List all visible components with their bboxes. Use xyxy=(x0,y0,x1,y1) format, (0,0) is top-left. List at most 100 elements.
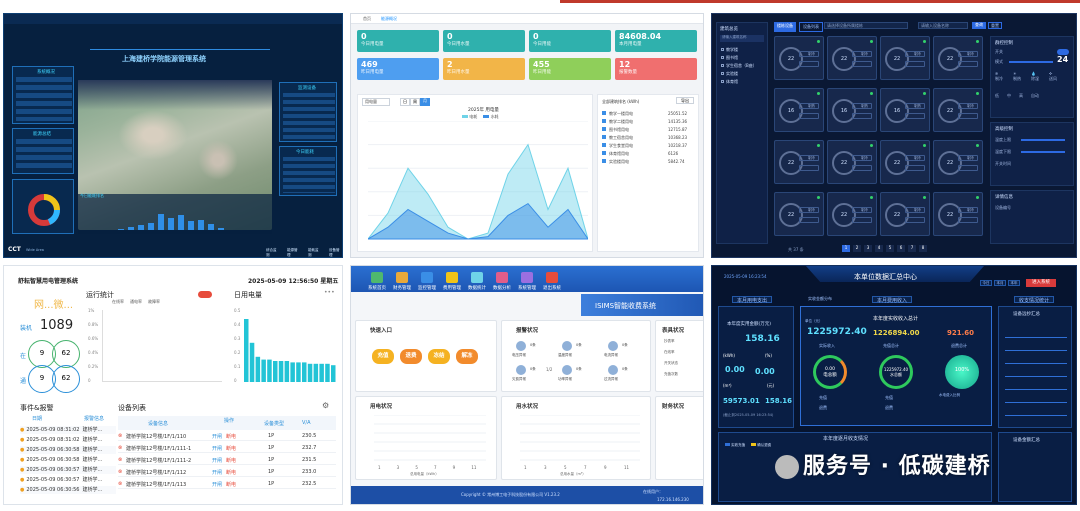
page-button[interactable]: 3 xyxy=(864,245,872,252)
p2-export-button[interactable]: 导出 xyxy=(676,97,694,104)
nav-icon[interactable] xyxy=(546,272,558,283)
nav-icon[interactable] xyxy=(471,272,483,283)
nav-icon[interactable] xyxy=(371,272,383,283)
enter-system-button[interactable]: 进入系统 xyxy=(1026,279,1056,287)
power-chip[interactable] xyxy=(958,217,978,223)
tree-checkbox[interactable] xyxy=(721,72,724,75)
p6-tab-month[interactable]: 本月 xyxy=(994,280,1006,286)
nav-label[interactable]: 费用管理 xyxy=(443,286,461,291)
open-action[interactable]: 开闸 xyxy=(212,434,223,440)
p3-device-input[interactable]: 请输入设备名称 xyxy=(918,22,968,29)
device-card[interactable]: 22 制冷 xyxy=(880,36,930,80)
p2-toggle-day[interactable]: 日 xyxy=(400,98,410,106)
device-card[interactable]: 22 制冷 xyxy=(880,192,930,236)
fan-icon[interactable]: ✣ 送风 xyxy=(1049,71,1057,81)
p3-wind-mid[interactable]: 中 xyxy=(1007,93,1011,98)
event-row[interactable]: ● 2025-05-09 06:30:57 建桥学... xyxy=(20,476,116,484)
power-chip[interactable] xyxy=(852,113,872,119)
page-button[interactable]: 4 xyxy=(875,245,883,252)
p3-adv-upper-slider[interactable] xyxy=(1021,139,1065,141)
event-row[interactable]: ● 2025-05-09 06:30:57 建桥学... xyxy=(20,466,116,474)
tree-checkbox[interactable] xyxy=(721,64,724,67)
tree-item[interactable]: 教学楼 xyxy=(721,47,738,53)
snow-icon[interactable]: ❄ 制冷 xyxy=(995,71,1003,81)
power-chip[interactable] xyxy=(905,61,925,67)
recharge-button[interactable]: 充值 xyxy=(372,349,394,364)
device-card[interactable]: 22 制冷 xyxy=(880,140,930,184)
open-action[interactable]: 开闸 xyxy=(212,470,223,476)
power-chip[interactable] xyxy=(799,165,819,171)
device-card[interactable]: 22 制冷 xyxy=(827,140,877,184)
more-icon[interactable]: ••• xyxy=(324,289,335,296)
cut-action[interactable]: 断电 xyxy=(226,434,237,440)
page-button[interactable]: 5 xyxy=(886,245,894,252)
drop-icon[interactable]: 💧 除湿 xyxy=(1031,71,1039,81)
device-card[interactable]: 16 制热 xyxy=(880,88,930,132)
unfreeze-button[interactable]: 解冻 xyxy=(456,349,478,364)
p6-btn-fee-income[interactable]: 本月费用收入 xyxy=(872,296,912,304)
nav-label[interactable]: 监控管理 xyxy=(418,286,436,291)
p1-link[interactable]: 能源管理 xyxy=(287,248,298,257)
p2-tab[interactable]: 能源概况 xyxy=(381,16,397,21)
event-row[interactable]: ● 2025-05-09 06:30:58 建桥学... xyxy=(20,456,116,464)
power-chip[interactable] xyxy=(799,113,819,119)
p6-tab-today[interactable]: 今日 xyxy=(980,280,992,286)
nav-icon[interactable] xyxy=(496,272,508,283)
device-card[interactable]: 22 制冷 xyxy=(933,36,983,80)
p2-select[interactable]: 用电量 xyxy=(362,98,390,106)
p3-wind-low[interactable]: 低 xyxy=(995,93,999,98)
p2-toggle-week[interactable]: 周 xyxy=(410,98,420,106)
power-chip[interactable] xyxy=(852,61,872,67)
device-card[interactable]: 22 制冷 xyxy=(933,140,983,184)
tree-item[interactable]: 实验楼 xyxy=(721,71,738,77)
open-action[interactable]: 开闸 xyxy=(212,458,223,464)
tree-item[interactable]: 体育馆 xyxy=(721,79,738,85)
device-card[interactable]: 22 制冷 xyxy=(827,36,877,80)
event-row[interactable]: ● 2025-05-09 06:30:58 建桥学... xyxy=(20,446,116,454)
sun-icon[interactable]: ☀ 制热 xyxy=(1013,71,1021,81)
p3-wind-auto[interactable]: 自动 xyxy=(1031,93,1039,98)
device-row[interactable]: ⊗ 建桥学院12号楼/1F/1/112 开闸 断电 1P 233.0 xyxy=(118,468,336,477)
p3-tab-list[interactable]: 设备列表 xyxy=(799,22,823,32)
p6-btn-stat[interactable]: 收支情况统计 xyxy=(1014,296,1054,304)
page-button[interactable]: 7 xyxy=(908,245,916,252)
device-row[interactable]: ⊗ 建桥学院12号楼/1F/1/110 开闸 断电 1P 230.5 xyxy=(118,432,336,441)
power-chip[interactable] xyxy=(799,61,819,67)
device-card[interactable]: 16 制热 xyxy=(774,88,824,132)
event-row[interactable]: ● 2025-05-09 08:31:02 建桥学... xyxy=(20,426,116,434)
tree-checkbox[interactable] xyxy=(721,56,724,59)
tree-checkbox[interactable] xyxy=(721,48,724,51)
open-action[interactable]: 开闸 xyxy=(212,482,223,488)
tree-checkbox[interactable] xyxy=(721,80,724,83)
nav-label[interactable]: 系统首页 xyxy=(368,286,386,291)
event-row[interactable]: ● 2025-05-09 08:31:02 建桥学... xyxy=(20,436,116,444)
p4-run-toggle[interactable] xyxy=(198,291,212,298)
p3-wind-high[interactable]: 高 xyxy=(1019,93,1023,98)
p1-link[interactable]: 综合监测 xyxy=(266,248,277,257)
nav-icon[interactable] xyxy=(396,272,408,283)
device-card[interactable]: 22 制冷 xyxy=(774,192,824,236)
device-card[interactable]: 22 制冷 xyxy=(774,36,824,80)
nav-icon[interactable] xyxy=(521,272,533,283)
p3-onoff-toggle[interactable] xyxy=(1057,49,1069,55)
power-chip[interactable] xyxy=(799,217,819,223)
device-card[interactable]: 22 制冷 xyxy=(933,88,983,132)
device-row[interactable]: ⊗ 建桥学院12号楼/1F/1/113 开闸 断电 1P 232.5 xyxy=(118,480,336,489)
p1-link[interactable]: 能耗监测 xyxy=(308,248,319,257)
device-card[interactable]: 22 制冷 xyxy=(827,192,877,236)
open-action[interactable]: 开闸 xyxy=(212,446,223,452)
cut-action[interactable]: 断电 xyxy=(226,458,237,464)
nav-label[interactable]: 退出系统 xyxy=(543,286,561,291)
p3-building-select[interactable]: 请选择设备所属楼栋 xyxy=(824,22,908,29)
power-chip[interactable] xyxy=(905,217,925,223)
page-button[interactable]: 2 xyxy=(853,245,861,252)
freeze-button[interactable]: 冻结 xyxy=(428,349,450,364)
nav-label[interactable]: 数据分析 xyxy=(493,286,511,291)
p3-tree-search[interactable]: 请输入建筑名称 xyxy=(720,35,764,42)
nav-icon[interactable] xyxy=(421,272,433,283)
power-chip[interactable] xyxy=(958,113,978,119)
device-card[interactable]: 16 制热 xyxy=(827,88,877,132)
power-chip[interactable] xyxy=(958,61,978,67)
nav-label[interactable]: 数据统计 xyxy=(468,286,486,291)
power-chip[interactable] xyxy=(958,165,978,171)
